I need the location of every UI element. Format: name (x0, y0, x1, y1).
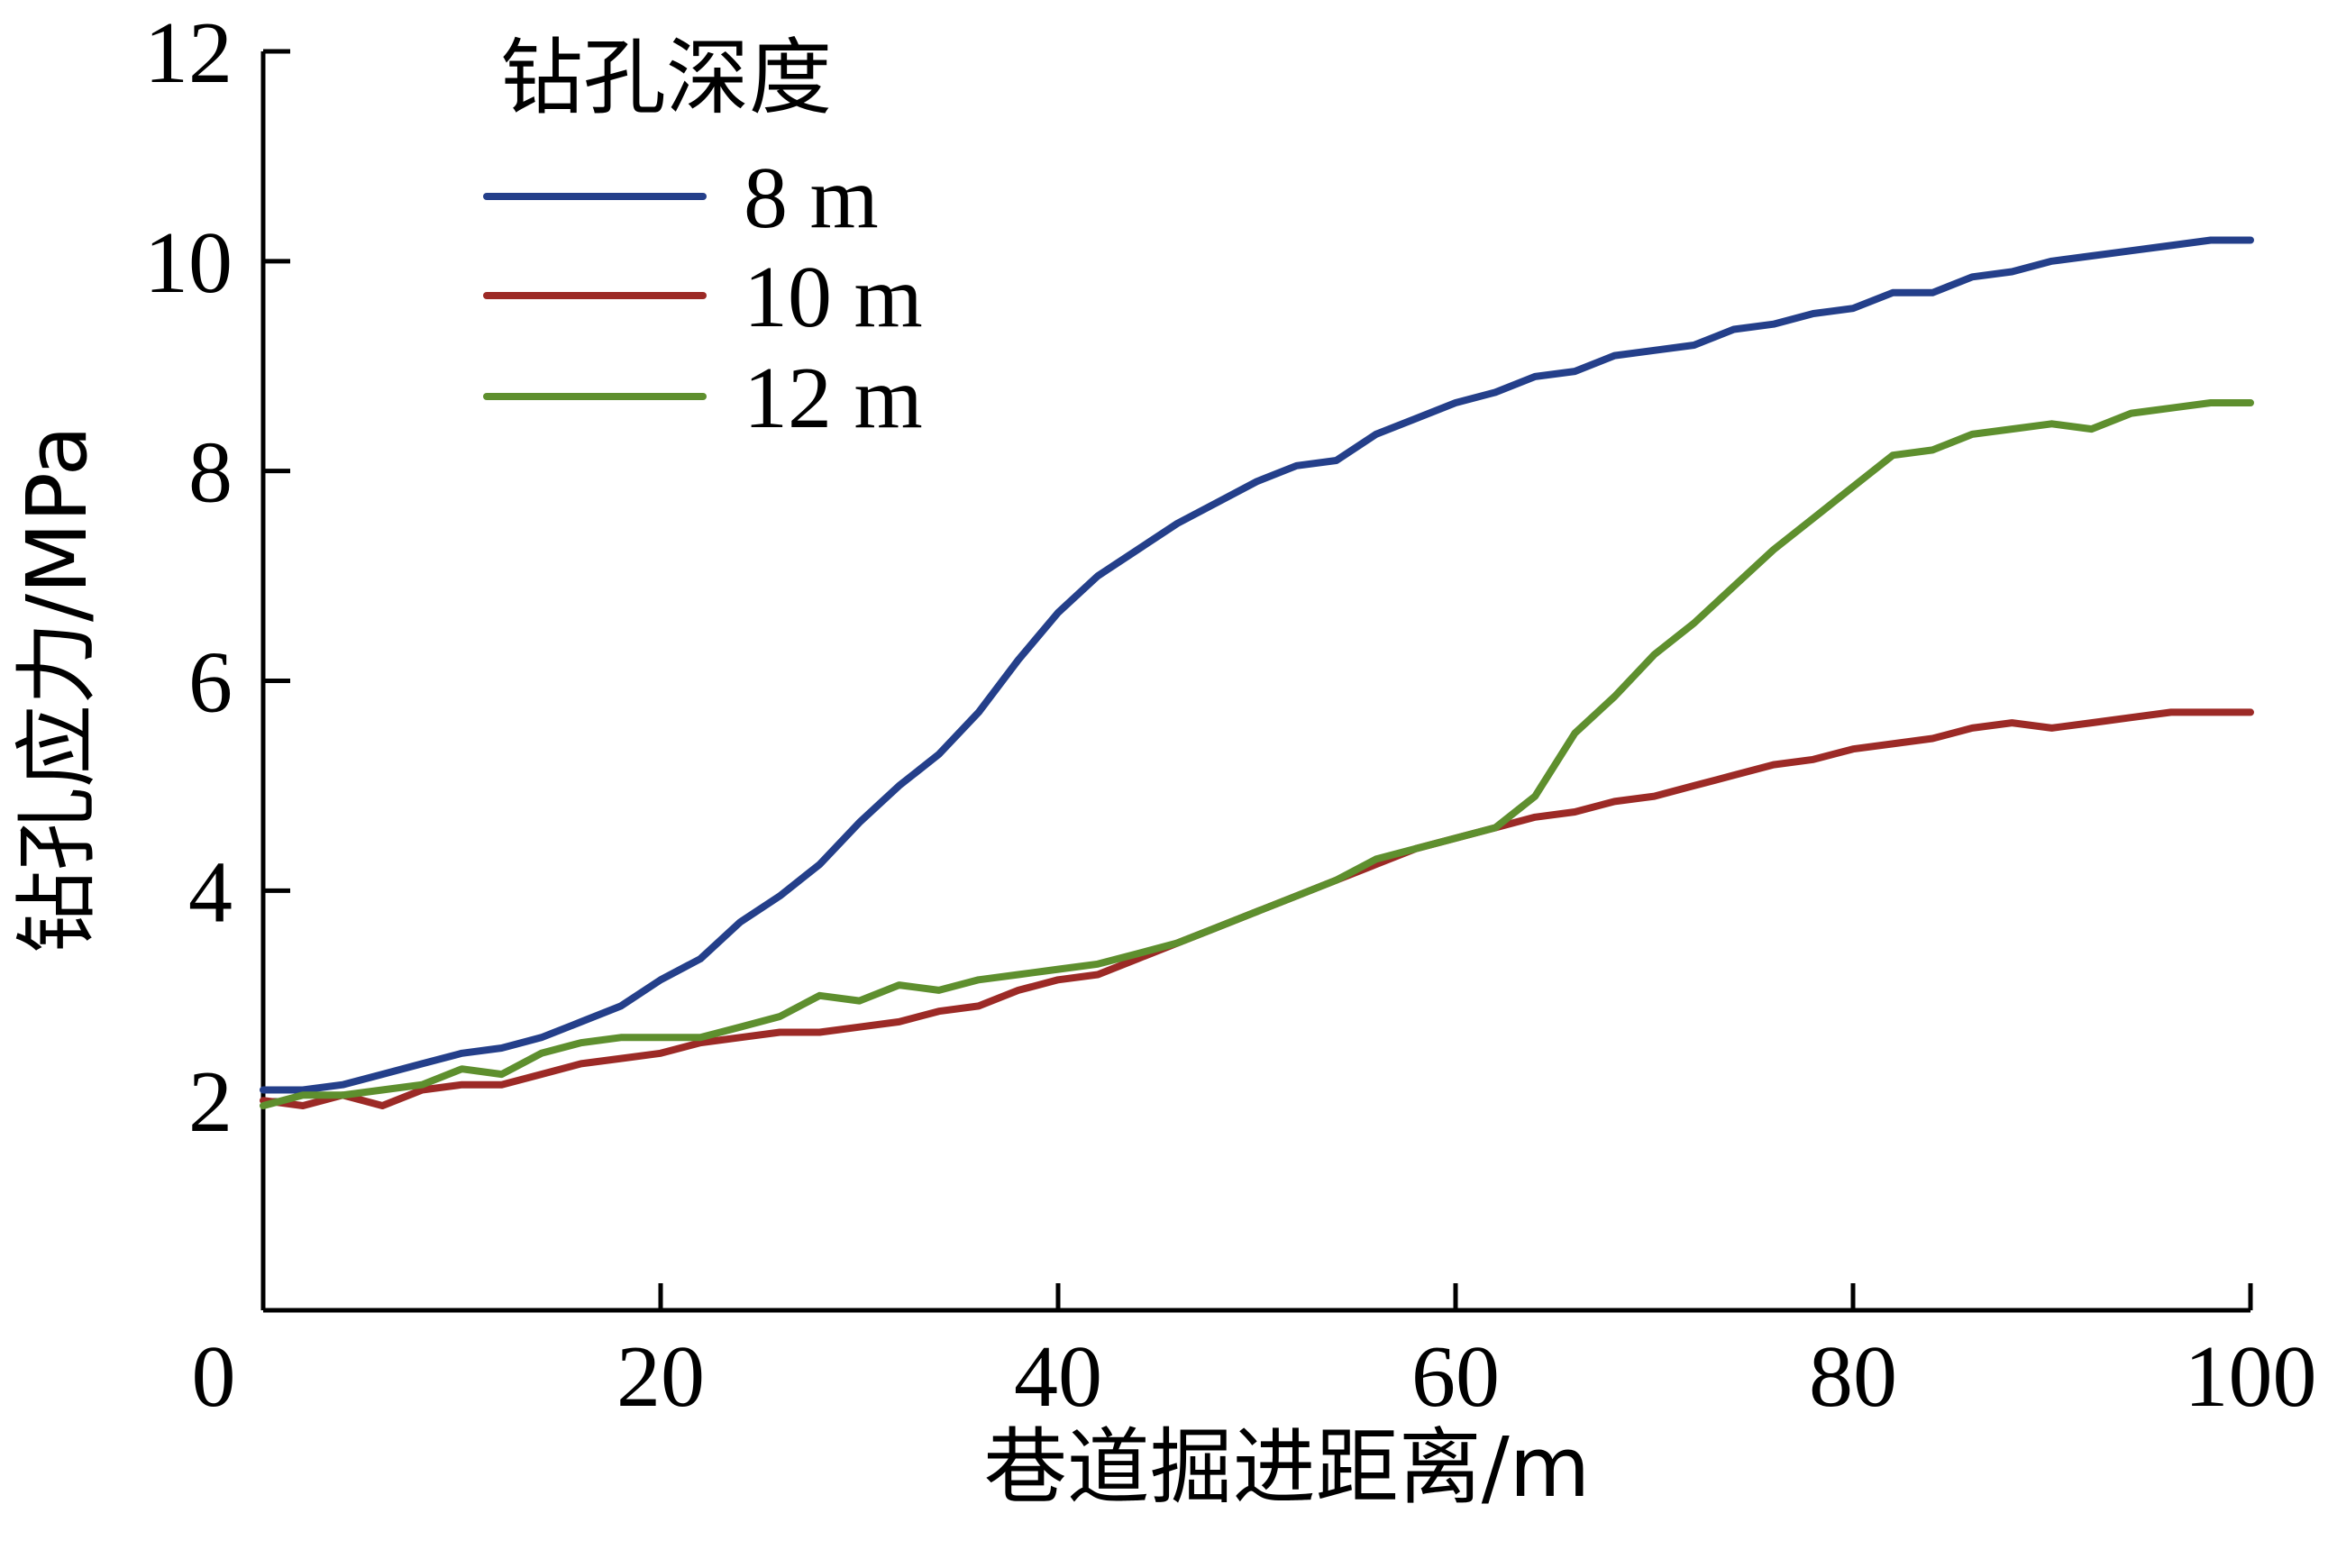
x-axis-ticks: 0 20 40 60 80 100 (192, 1283, 2317, 1426)
series-layer (260, 236, 2254, 1109)
x-tick-label: 0 (192, 1328, 236, 1426)
series-line-1 (260, 236, 2254, 1094)
y-axis-ticks: 2 4 6 8 10 12 (144, 5, 290, 1151)
y-axis-title: 钻孔应力/MPa (9, 425, 105, 953)
legend-title: 钻孔深度 (500, 30, 832, 126)
y-tick-label: 12 (144, 5, 233, 102)
legend-items: 8 m10 m12 m (483, 150, 923, 447)
y-tick-label: 6 (188, 634, 233, 732)
legend: 钻孔深度 8 m10 m12 m (483, 30, 923, 447)
legend-label: 8 m (744, 150, 879, 247)
legend-label: 10 m (744, 249, 923, 346)
x-tick-label: 40 (1014, 1328, 1102, 1426)
legend-label: 12 m (744, 350, 923, 447)
y-tick-label: 8 (188, 424, 233, 522)
x-tick-label: 60 (1411, 1328, 1500, 1426)
x-axis-title: 巷道掘进距离/m (984, 1419, 1591, 1516)
x-tick-label: 20 (616, 1328, 705, 1426)
plot-axes (260, 51, 2250, 1313)
series-line-3 (260, 399, 2254, 1109)
y-tick-label: 2 (188, 1053, 233, 1151)
y-tick-label: 10 (144, 214, 233, 312)
x-tick-label: 80 (1809, 1328, 1897, 1426)
x-tick-label: 100 (2185, 1328, 2317, 1426)
y-tick-label: 4 (188, 843, 233, 941)
